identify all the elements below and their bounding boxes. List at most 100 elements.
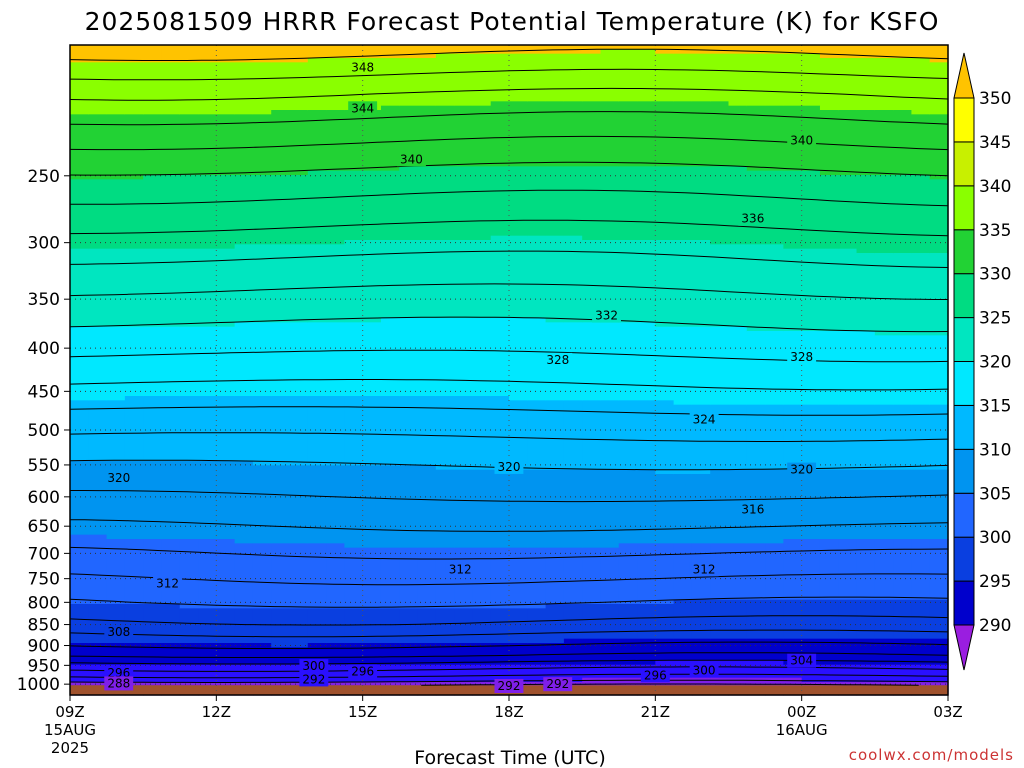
contour-label-text: 328 — [546, 353, 569, 367]
theta-fill-cell — [417, 465, 437, 549]
theta-fill-cell — [691, 326, 711, 406]
theta-fill-cell — [893, 110, 913, 176]
theta-fill-cell — [746, 170, 766, 245]
theta-fill-cell — [417, 166, 437, 241]
theta-fill-cell — [326, 608, 345, 644]
y-tick-label: 500 — [28, 421, 60, 441]
theta-fill-cell — [746, 331, 766, 406]
theta-fill-cell — [198, 664, 217, 683]
theta-fill-cell — [454, 396, 474, 471]
theta-fill-cell — [161, 461, 181, 540]
theta-fill-cell — [655, 53, 675, 102]
theta-fill-cell — [88, 461, 108, 536]
theta-fill-cell — [179, 608, 199, 644]
y-tick-label: 300 — [28, 234, 60, 254]
theta-fill-cell — [856, 331, 876, 406]
contour-line — [69, 406, 949, 416]
theta-fill-cell — [161, 175, 181, 250]
theta-fill-cell — [326, 244, 345, 323]
theta-fill-cell — [472, 643, 492, 666]
theta-fill-cell — [490, 45, 510, 55]
theta-fill-cell — [435, 608, 455, 644]
theta-fill-cell — [454, 105, 474, 167]
theta-fill-cell — [801, 53, 821, 107]
contour-label-text: 300 — [302, 659, 325, 673]
theta-fill-cell — [929, 45, 949, 63]
theta-fill-cell — [563, 469, 583, 549]
theta-fill-cell — [637, 101, 656, 167]
theta-fill-cell — [801, 331, 821, 406]
theta-fill-cell — [728, 105, 748, 167]
theta-fill-cell — [893, 599, 913, 640]
theta-fill-cell — [399, 643, 419, 666]
theta-fill-cell — [106, 326, 126, 401]
theta-fill-cell — [198, 539, 217, 609]
theta-fill-cell — [161, 62, 181, 115]
theta-fill-cell — [765, 331, 784, 406]
theta-fill-cell — [490, 101, 510, 167]
theta-fill-cell — [600, 638, 620, 666]
theta-fill-cell — [874, 539, 894, 601]
theta-fill-cell — [252, 643, 272, 666]
theta-fill-cell — [874, 175, 894, 254]
credit-text: coolwx.com/models — [849, 746, 1014, 764]
theta-fill-cell — [819, 638, 839, 666]
theta-fill-cell — [746, 660, 766, 679]
x-tick-label: 15Z — [348, 703, 377, 721]
contour-label: 312 — [689, 562, 719, 577]
colorbar-label: 320 — [979, 353, 1011, 373]
theta-fill-cell — [637, 166, 656, 241]
theta-fill-cell — [417, 105, 437, 167]
theta-fill-cell — [399, 608, 419, 644]
theta-fill-cell — [911, 404, 931, 471]
theta-fill-cell — [70, 534, 89, 605]
theta-fill-cell — [874, 58, 894, 111]
contour-label-text: 292 — [302, 672, 325, 686]
theta-fill-cell — [380, 240, 400, 319]
theta-fill-cell — [746, 244, 766, 332]
contour-label: 296 — [640, 668, 670, 683]
theta-fill-cell — [838, 331, 858, 406]
x-tick-date: 16AUG — [776, 721, 828, 739]
contour-label: 328 — [787, 350, 817, 365]
theta-fill-cell — [380, 45, 400, 59]
theta-fill-cell — [454, 45, 474, 55]
contour-line — [69, 546, 949, 560]
theta-fill-cell — [362, 170, 382, 241]
theta-fill-cell — [198, 396, 217, 462]
contour-label-bg — [640, 668, 670, 683]
theta-fill-cell — [216, 175, 236, 250]
theta-fill-cell — [673, 326, 693, 406]
theta-fill-cell — [911, 114, 931, 176]
theta-fill-cell — [216, 114, 236, 176]
contour-label: 304 — [787, 654, 817, 668]
theta-fill-cell — [819, 248, 839, 332]
contour-label-bg — [787, 350, 817, 365]
theta-fill-cell — [326, 664, 345, 683]
theta-fill-cell — [527, 643, 547, 666]
contour-label: 328 — [543, 353, 573, 367]
theta-fill-cell — [673, 543, 693, 601]
theta-fill-cell — [344, 643, 364, 666]
theta-fill-cell — [765, 53, 784, 107]
contour-line — [69, 673, 949, 679]
x-tick-label: 09Z — [55, 703, 84, 721]
theta-fill-cell — [70, 400, 89, 462]
theta-fill-cell — [216, 461, 236, 540]
theta-fill-cell — [819, 539, 839, 601]
theta-fill-cell — [527, 664, 547, 683]
theta-fill-cell — [691, 474, 711, 544]
contour-label-bg — [299, 672, 329, 687]
theta-fill-cell — [271, 244, 291, 323]
theta-fill-cell — [307, 110, 327, 172]
x-tick-label: 00Z — [787, 703, 816, 721]
theta-fill-cell — [362, 465, 382, 549]
theta-fill-cell — [326, 170, 345, 245]
contour-line — [70, 189, 949, 207]
theta-fill-cell — [838, 248, 858, 332]
theta-fill-cell — [399, 465, 419, 549]
contour-label-text: 320 — [790, 463, 813, 477]
theta-fill-cell — [637, 400, 656, 471]
theta-fill-cell — [527, 101, 547, 167]
theta-fill-cell — [106, 400, 126, 462]
